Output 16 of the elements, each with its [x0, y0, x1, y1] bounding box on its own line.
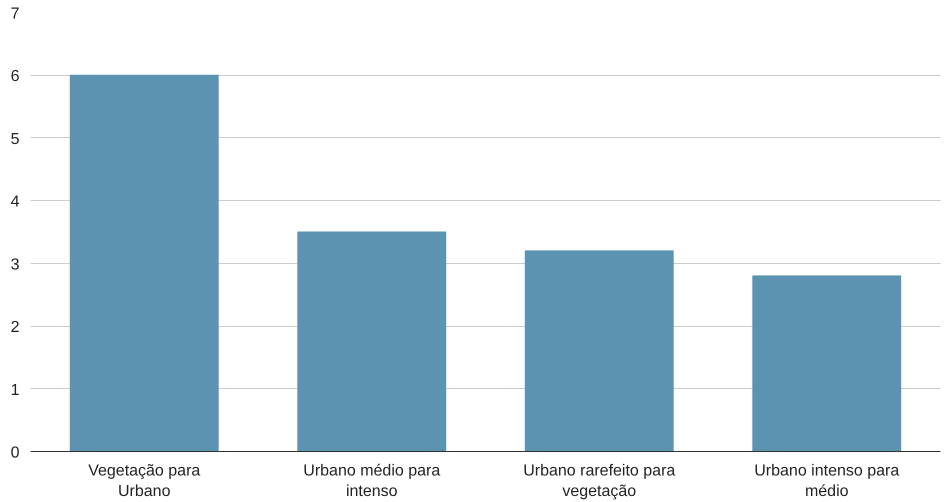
- bar: [70, 74, 219, 452]
- bar: [524, 250, 674, 452]
- y-tick-label: 4: [10, 194, 20, 211]
- y-tick-label: 7: [10, 6, 20, 22]
- x-tick-label: Urbano médio para intenso: [303, 462, 440, 500]
- y-tick-label: 6: [10, 68, 20, 86]
- y-tick-label: 3: [10, 256, 20, 274]
- x-tick-label: Urbano rarefeito para vegetação: [523, 462, 676, 500]
- y-tick-label: 1: [10, 382, 20, 399]
- y-tick-label: 5: [10, 130, 20, 148]
- y-tick-label: 2: [10, 319, 20, 336]
- x-tick-label: Vegetação para Urbano: [88, 462, 200, 500]
- bar: [752, 275, 902, 452]
- bar: [297, 232, 446, 452]
- x-tick-label: Urbano intenso para médio: [754, 462, 900, 500]
- y-tick-label: 0: [10, 444, 20, 462]
